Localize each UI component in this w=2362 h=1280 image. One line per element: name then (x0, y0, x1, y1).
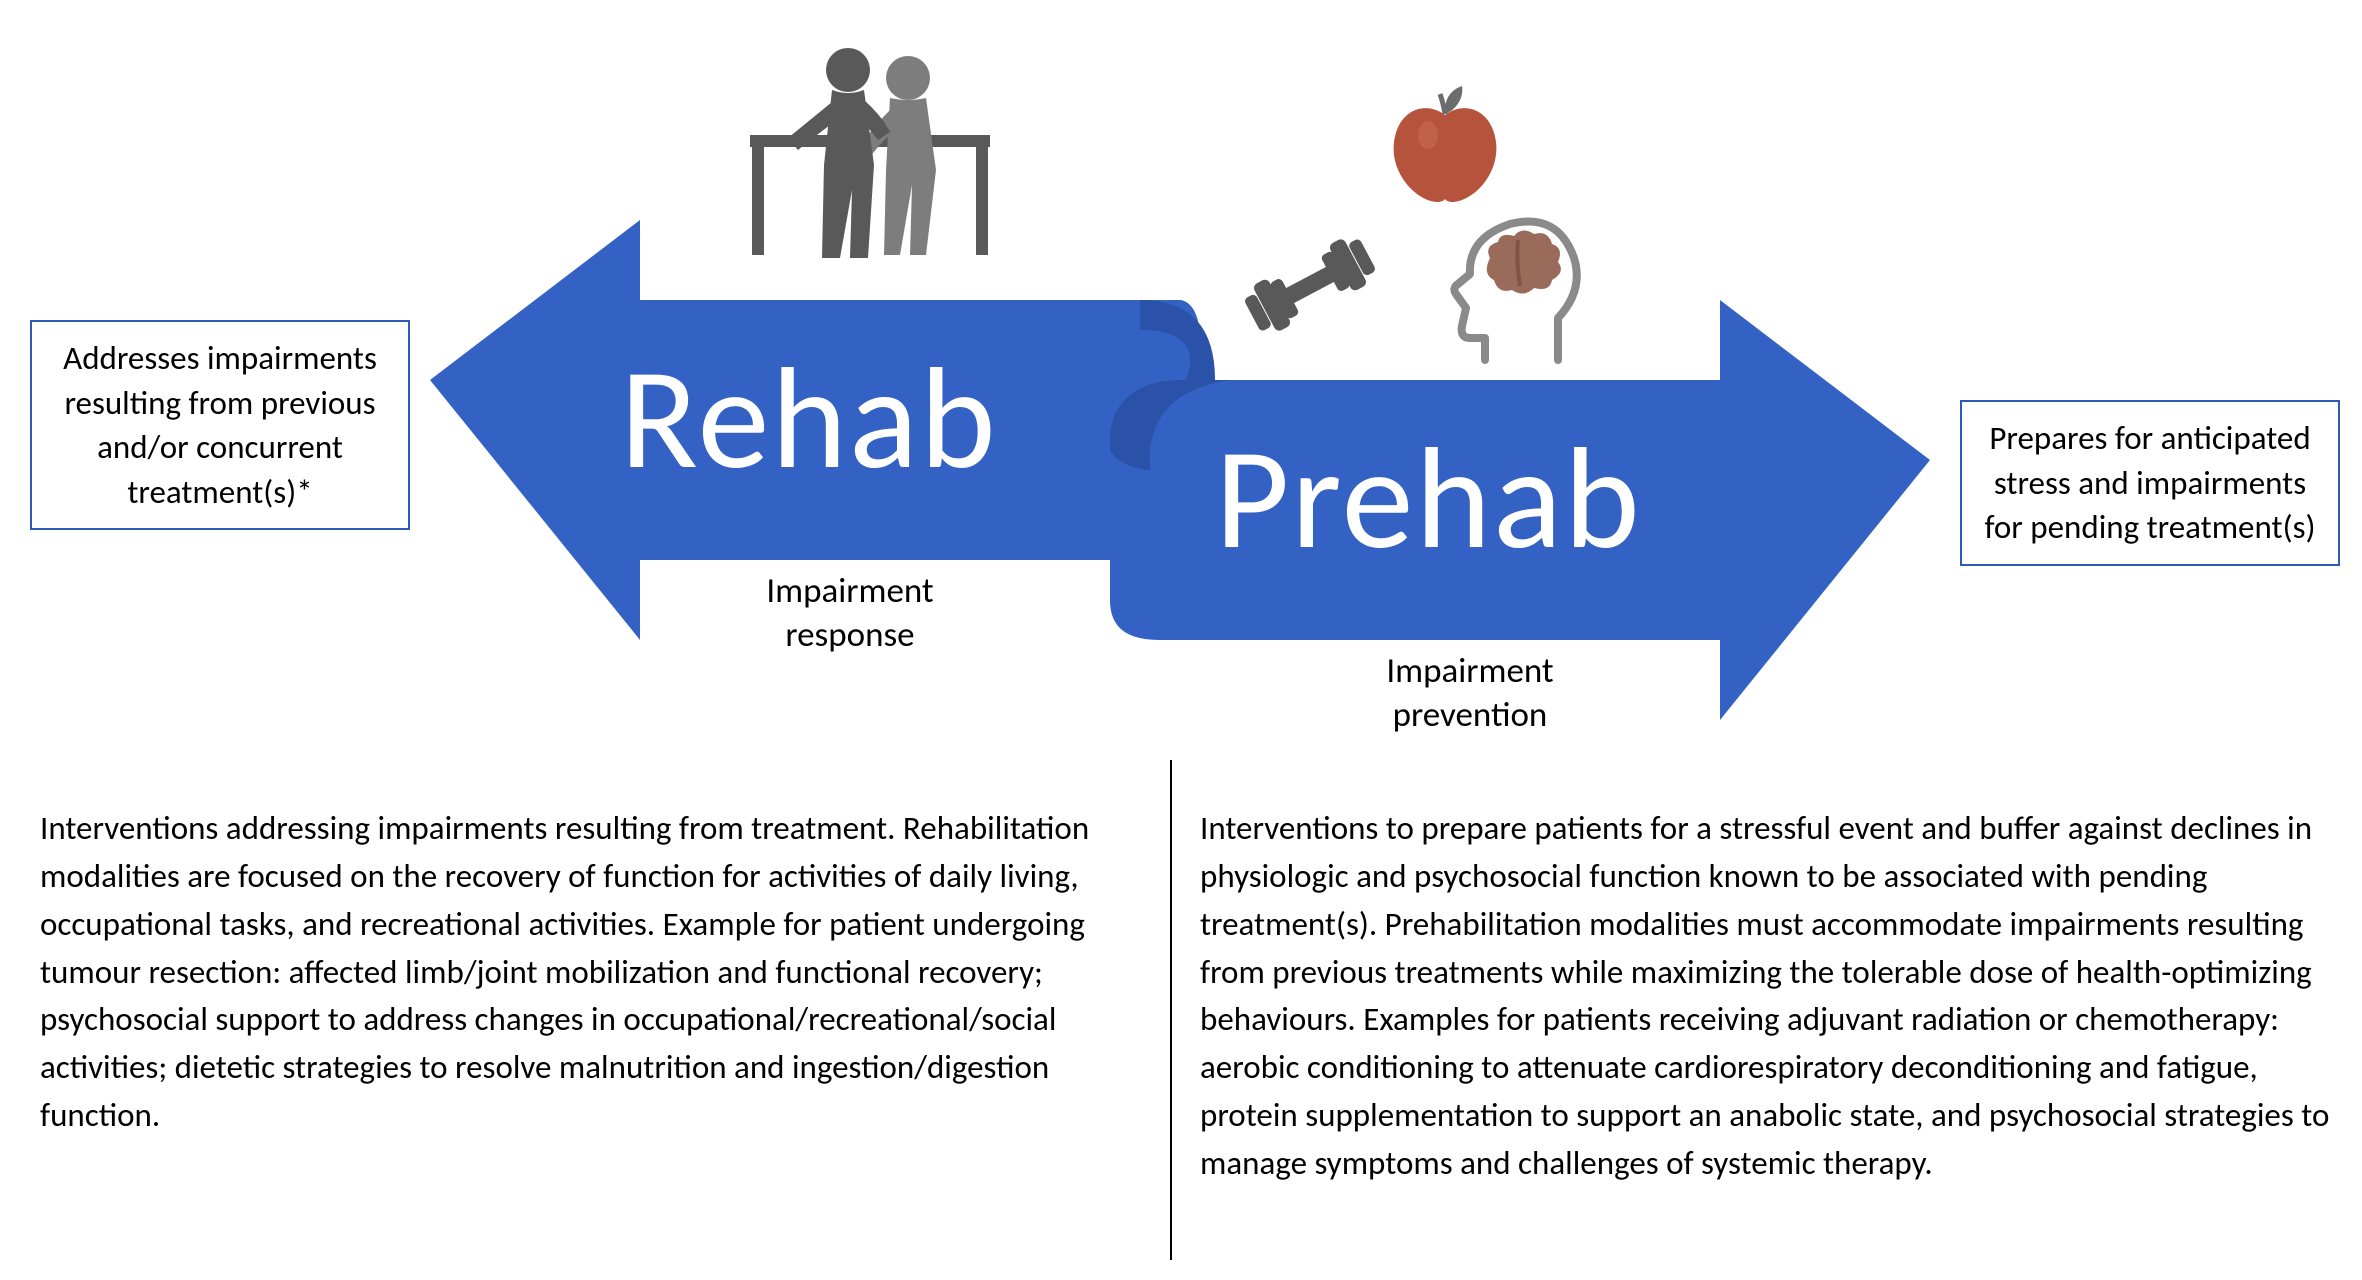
desc-right: Interventions to prepare patients for a … (1200, 805, 2330, 1188)
desc-left: Interventions addressing impairments res… (40, 805, 1140, 1140)
left-box: Addresses impairments resulting from pre… (30, 320, 410, 530)
rehab-title: Rehab (620, 330, 998, 506)
physiotherapy-icon (740, 40, 1000, 270)
prehab-sublabel: Impairment prevention (1320, 650, 1620, 738)
infographic-stage: Rehab Prehab Impairment response Impairm… (0, 0, 2362, 1280)
apple-icon (1380, 80, 1510, 210)
rehab-sublabel: Impairment response (700, 570, 1000, 658)
right-box: Prepares for anticipated stress and impa… (1960, 400, 2340, 566)
left-box-text: Addresses impairments resulting from pre… (63, 338, 377, 512)
right-box-text: Prepares for anticipated stress and impa… (1985, 418, 2316, 547)
dumbbell-icon (1225, 225, 1395, 345)
vertical-divider (1170, 760, 1172, 1260)
prehab-title: Prehab (1215, 410, 1642, 586)
head-brain-icon (1440, 210, 1590, 370)
